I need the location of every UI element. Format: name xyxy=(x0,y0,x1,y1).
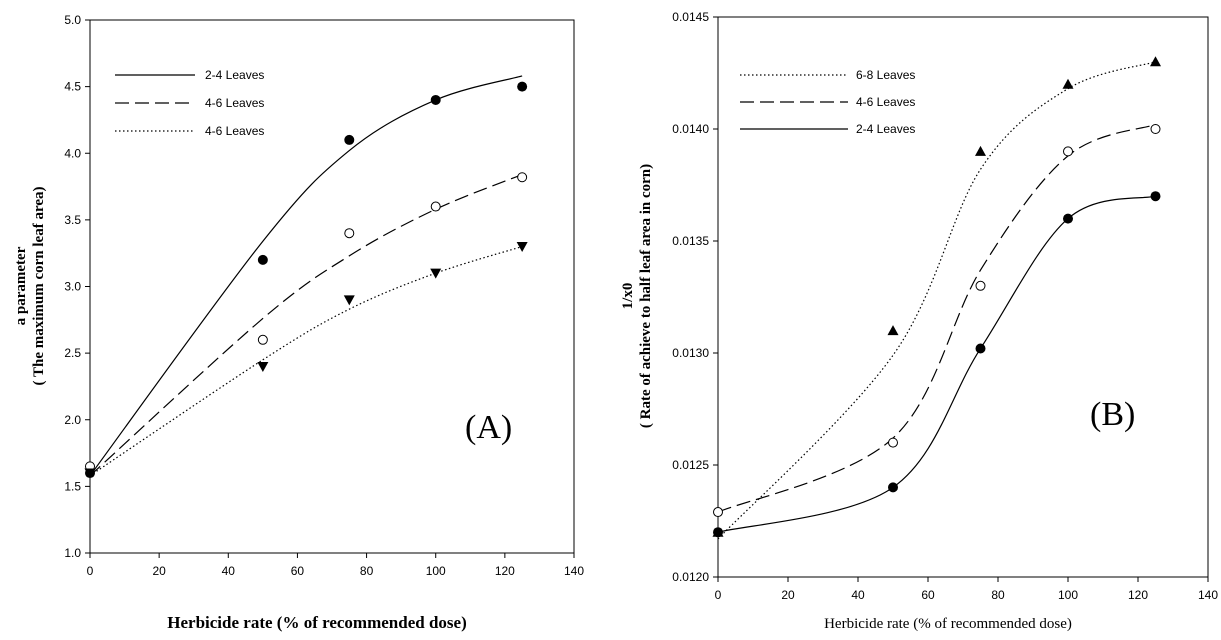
data-point xyxy=(1150,191,1161,202)
panel-label: (A) xyxy=(465,409,512,446)
legend-label: 6-8 Leaves xyxy=(856,68,915,82)
y-tick-label: 4.0 xyxy=(64,146,81,160)
y-axis-label: 1/x0( Rate of achieve to half leaf area … xyxy=(620,164,654,428)
series-line xyxy=(89,75,523,477)
y-tick-label: 2.5 xyxy=(64,346,81,360)
legend-label: 2-4 Leaves xyxy=(856,122,915,136)
data-point xyxy=(975,280,986,291)
series-2-4-leaves-solid xyxy=(85,75,528,479)
x-tick-label: 140 xyxy=(564,564,584,578)
series-line xyxy=(717,123,1156,513)
data-point xyxy=(257,254,268,265)
data-point xyxy=(1063,146,1073,157)
data-point xyxy=(517,81,528,92)
data-point xyxy=(430,268,442,279)
y-tick-label: 3.0 xyxy=(64,280,81,294)
legend-label: 2-4 Leaves xyxy=(205,68,264,82)
x-tick-label: 100 xyxy=(426,564,446,578)
x-tick-label: 40 xyxy=(851,588,865,602)
y-axis-label-line-1: a parameter xyxy=(13,246,29,325)
data-point xyxy=(975,145,986,156)
x-tick-label: 80 xyxy=(991,588,1005,602)
y-tick-label: 0.0130 xyxy=(672,346,709,360)
x-tick-label: 60 xyxy=(921,588,935,602)
data-point xyxy=(257,334,268,345)
y-tick-label: 4.5 xyxy=(64,80,81,94)
data-point xyxy=(84,468,96,479)
x-tick-label: 120 xyxy=(1128,588,1148,602)
legend-label: 4-6 Leaves xyxy=(856,95,915,109)
legend-label: 4-6 Leaves xyxy=(205,124,264,138)
data-point xyxy=(516,242,528,253)
data-point xyxy=(430,94,441,105)
y-tick-label: 1.5 xyxy=(64,479,81,493)
data-point xyxy=(344,228,355,239)
x-axis-label: Herbicide rate (% of recommended dose) xyxy=(167,613,466,632)
x-axis-label: Herbicide rate (% of recommended dose) xyxy=(824,616,1072,632)
y-axis-label: a parameter( The maximum corn leaf area) xyxy=(13,187,47,386)
data-point xyxy=(257,361,269,372)
data-point xyxy=(517,172,528,183)
y-tick-label: 0.0135 xyxy=(672,234,709,248)
x-tick-label: 20 xyxy=(781,588,795,602)
series-4-6-leaves-dashed xyxy=(713,123,1161,518)
x-tick-label: 40 xyxy=(222,564,236,578)
x-tick-label: 20 xyxy=(152,564,166,578)
series-line xyxy=(89,174,523,477)
y-axis-label-line-2: ( Rate of achieve to half leaf area in c… xyxy=(638,164,654,428)
plot-frame xyxy=(717,16,1209,578)
plot-frame xyxy=(89,19,575,554)
series-line xyxy=(89,245,523,477)
x-tick-label: 100 xyxy=(1058,588,1078,602)
x-tick-label: 60 xyxy=(291,564,305,578)
data-point xyxy=(1150,124,1161,134)
x-tick-label: 0 xyxy=(87,564,94,578)
y-tick-label: 0.0145 xyxy=(672,10,709,24)
data-point xyxy=(713,527,723,538)
x-tick-label: 80 xyxy=(360,564,374,578)
data-point xyxy=(713,507,723,518)
data-point xyxy=(888,482,898,493)
series-4-6-leaves-dashed xyxy=(85,172,528,477)
y-tick-label: 1.0 xyxy=(64,546,81,560)
data-point xyxy=(888,437,898,448)
y-tick-label: 0.0120 xyxy=(672,570,709,584)
x-tick-label: 140 xyxy=(1198,588,1218,602)
data-point xyxy=(975,343,986,354)
data-point xyxy=(430,201,441,212)
data-point xyxy=(1062,78,1074,89)
y-tick-label: 5.0 xyxy=(64,13,81,27)
data-point xyxy=(344,134,355,145)
data-point xyxy=(1063,213,1073,224)
series-line xyxy=(717,61,1156,540)
y-tick-label: 0.0125 xyxy=(672,458,709,472)
series-2-4-leaves-solid xyxy=(713,191,1161,538)
y-axis-label-line-2: ( The maximum corn leaf area) xyxy=(31,187,47,386)
data-point xyxy=(343,295,355,306)
y-tick-label: 0.0140 xyxy=(672,122,709,136)
y-tick-label: 2.0 xyxy=(64,413,81,427)
y-axis-label-line-1: 1/x0 xyxy=(620,283,636,310)
chart-panel-b: 0 20 40 60 80 100 120 140 0.0120 0.0125 0.0130 0.01… xyxy=(620,10,1218,632)
series-4-6-leaves-dotted xyxy=(84,242,528,479)
data-point xyxy=(1150,56,1161,67)
chart-panel-a: 0 20 40 60 80 100 120 140 1.0 1.5 2.0 2.5 3.0 3.5 4.0 4… xyxy=(13,13,584,632)
data-point xyxy=(887,325,899,336)
series-line xyxy=(717,195,1156,533)
x-tick-label: 0 xyxy=(715,588,722,602)
y-tick-label: 3.5 xyxy=(64,213,81,227)
legend-label: 4-6 Leaves xyxy=(205,96,264,110)
panel-label: (B) xyxy=(1090,396,1135,433)
x-tick-label: 120 xyxy=(495,564,515,578)
